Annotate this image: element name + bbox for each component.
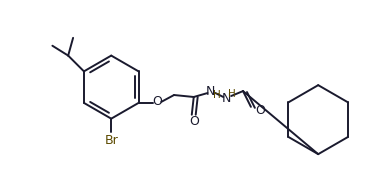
Text: Br: Br bbox=[104, 134, 118, 147]
Text: O: O bbox=[255, 104, 265, 117]
Text: N: N bbox=[221, 93, 231, 105]
Text: H: H bbox=[228, 89, 236, 99]
Text: N: N bbox=[206, 84, 215, 98]
Text: H: H bbox=[212, 90, 220, 100]
Text: O: O bbox=[189, 115, 199, 128]
Text: O: O bbox=[152, 95, 162, 108]
